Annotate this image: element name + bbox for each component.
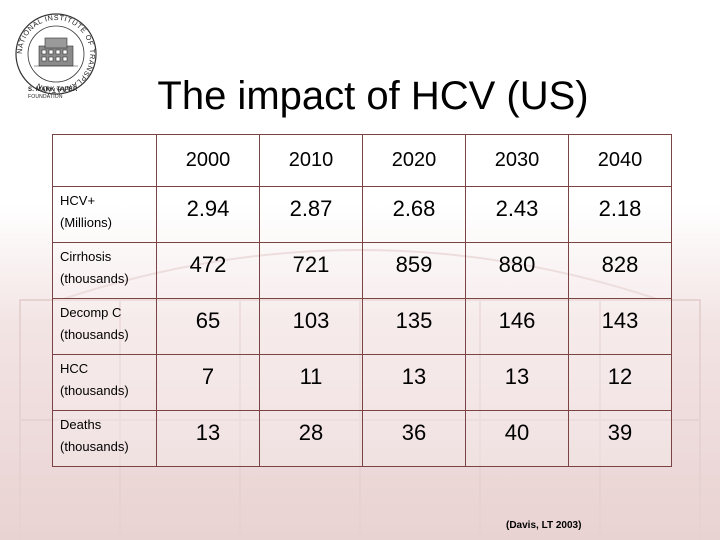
cell-value: 13: [195, 419, 221, 445]
table-corner-cell: [52, 134, 157, 187]
table-row: HCV+ (Millions) 2.94 2.87 2.68 2.43 2.18: [52, 186, 672, 243]
row-label: HCV+ (Millions): [52, 186, 157, 243]
table-row: HCC (thousands) 7 11 13 13 12: [52, 354, 672, 411]
row-label-line1: Deaths: [60, 416, 102, 432]
cell-value: 859: [395, 251, 433, 277]
row-label-line1: Cirrhosis: [60, 248, 112, 264]
cell-value: 13: [504, 363, 530, 389]
table-cell: 103: [259, 298, 363, 355]
cell-value: 472: [189, 251, 227, 277]
row-label-line2: (thousands): [60, 438, 129, 454]
cell-value: 11: [299, 363, 323, 389]
table-row: Deaths (thousands) 13 28 36 40 39: [52, 410, 672, 467]
table-cell: 880: [465, 242, 569, 299]
cell-value: 2.87: [289, 195, 333, 221]
row-label-line2: (thousands): [60, 270, 129, 286]
cell-value: 2.18: [598, 195, 642, 221]
cell-value: 40: [504, 419, 530, 445]
table-cell: 13: [465, 354, 569, 411]
year-header: 2010: [259, 134, 363, 187]
table-cell: 40: [465, 410, 569, 467]
row-label-line1: HCC: [60, 360, 89, 376]
table-cell: 13: [362, 354, 466, 411]
table-cell: 2.18: [568, 186, 672, 243]
year-header: 2040: [568, 134, 672, 187]
table-cell: 36: [362, 410, 466, 467]
row-label-line2: (Millions): [60, 214, 112, 230]
institute-seal-logo: NATIONAL INSTITUTE OF TRANSPLANTATION: [15, 13, 97, 95]
table-cell: 11: [259, 354, 363, 411]
row-label-line1: Decomp C: [60, 304, 122, 320]
table-cell: 12: [568, 354, 672, 411]
table-cell: 2.94: [156, 186, 260, 243]
cell-value: 12: [607, 363, 633, 389]
row-label: Decomp C (thousands): [52, 298, 157, 355]
cell-value: 7: [201, 363, 215, 389]
table-cell: 135: [362, 298, 466, 355]
table-cell: 143: [568, 298, 672, 355]
cell-value: 143: [601, 307, 639, 333]
table-cell: 721: [259, 242, 363, 299]
table-cell: 828: [568, 242, 672, 299]
year-header: 2000: [156, 134, 260, 187]
slide-title-text: The impact of HCV (US): [157, 74, 589, 118]
cell-value: 2.94: [186, 195, 230, 221]
cell-value: 135: [395, 307, 433, 333]
table-cell: 65: [156, 298, 260, 355]
cell-value: 39: [607, 419, 633, 445]
table-cell: 28: [259, 410, 363, 467]
year-header: 2020: [362, 134, 466, 187]
table-cell: 2.68: [362, 186, 466, 243]
slide-title: The impact of HCV (US): [0, 70, 720, 122]
row-label: Cirrhosis (thousands): [52, 242, 157, 299]
row-label: Deaths (thousands): [52, 410, 157, 467]
table-cell: 2.87: [259, 186, 363, 243]
hcv-impact-table: 2000 2010 2020 2030 2040 HCV+ (Millions) …: [52, 134, 672, 467]
cell-value: 2.43: [495, 195, 539, 221]
cell-value: 2.68: [392, 195, 436, 221]
table-cell: 2.43: [465, 186, 569, 243]
cell-value: 36: [401, 419, 427, 445]
row-label-line2: (thousands): [60, 382, 129, 398]
logo-caption: S. MARK TAPER FOUNDATION: [28, 87, 98, 101]
table-header-row: 2000 2010 2020 2030 2040: [52, 134, 672, 187]
cell-value: 146: [498, 307, 536, 333]
table-row: Decomp C (thousands) 65 103 135 146 143: [52, 298, 672, 355]
table-cell: 39: [568, 410, 672, 467]
table-cell: 472: [156, 242, 260, 299]
cell-value: 65: [195, 307, 221, 333]
row-label-line1: HCV+: [60, 192, 96, 208]
cell-value: 721: [292, 251, 330, 277]
cell-value: 880: [498, 251, 536, 277]
table-cell: 7: [156, 354, 260, 411]
table-cell: 859: [362, 242, 466, 299]
row-label-line2: (thousands): [60, 326, 129, 342]
cell-value: 103: [292, 307, 330, 333]
table-row: Cirrhosis (thousands) 472 721 859 880 828: [52, 242, 672, 299]
table-cell: 146: [465, 298, 569, 355]
citation: (Davis, LT 2003): [506, 520, 582, 531]
cell-value: 828: [601, 251, 639, 277]
logo-subtitle: FOUNDATION: [28, 94, 63, 100]
logo-name: S. MARK TAPER: [28, 87, 78, 93]
cell-value: 13: [401, 363, 427, 389]
year-header: 2030: [465, 134, 569, 187]
row-label: HCC (thousands): [52, 354, 157, 411]
cell-value: 28: [298, 419, 324, 445]
table-cell: 13: [156, 410, 260, 467]
